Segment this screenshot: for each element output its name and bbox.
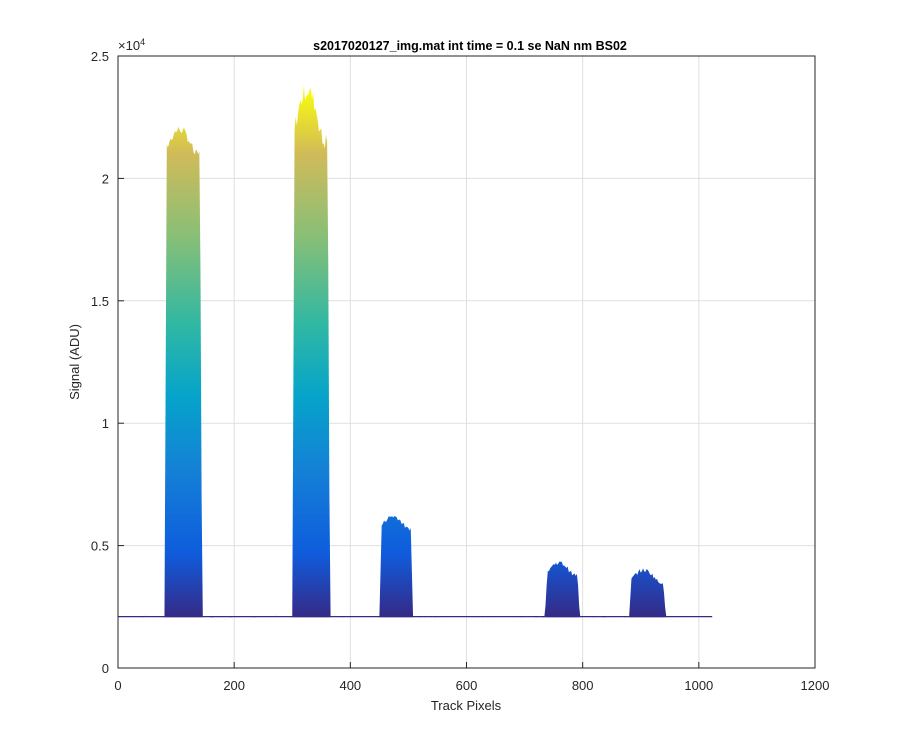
- y-exponent-label: ×104: [118, 37, 145, 53]
- y-tick-label: 1: [102, 416, 109, 431]
- x-tick-label: 1200: [801, 678, 830, 693]
- ticks: [117, 55, 816, 669]
- y-tick-label: 2: [102, 171, 109, 186]
- x-axis-label: Track Pixels: [431, 698, 502, 713]
- y-tick-label: 0: [102, 661, 109, 676]
- x-tick-label: 400: [339, 678, 361, 693]
- x-tick-label: 200: [223, 678, 245, 693]
- tick-labels: 0 200 400 600 800 1000 1200 0 0.5 1 1.5 2 2.5: [91, 49, 830, 693]
- chart-title: s2017020127_img.mat int time = 0.1 se Na…: [313, 39, 627, 53]
- x-tick-label: 1000: [684, 678, 713, 693]
- x-tick-label: 600: [456, 678, 478, 693]
- x-tick-label: 800: [572, 678, 594, 693]
- y-tick-label: 2.5: [91, 49, 109, 64]
- y-axis-label: Signal (ADU): [67, 324, 82, 400]
- data-area: [118, 85, 713, 618]
- signal-area: [118, 85, 713, 618]
- x-tick-label: 0: [114, 678, 121, 693]
- y-tick-label: 0.5: [91, 539, 109, 554]
- y-tick-label: 1.5: [91, 294, 109, 309]
- grid-lines: [118, 56, 815, 668]
